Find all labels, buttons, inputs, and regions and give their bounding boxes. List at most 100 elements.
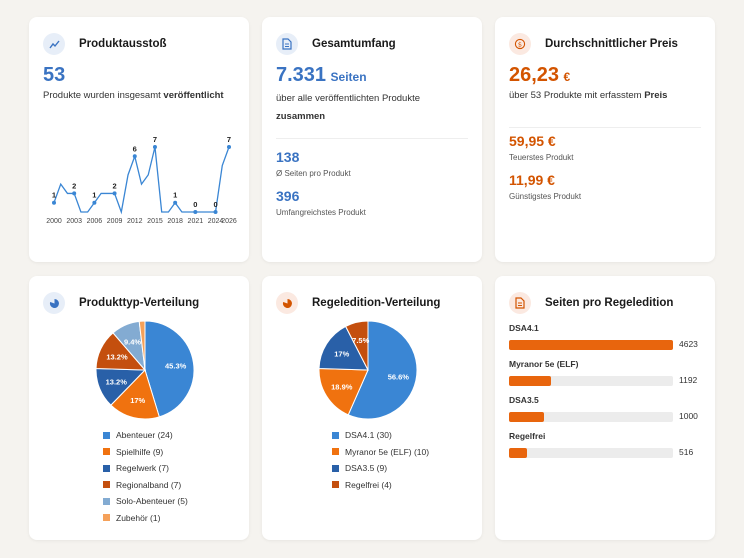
max-pages-label: Umfangreichstes Produkt <box>276 208 366 217</box>
legend-item[interactable]: Abenteuer (24) <box>103 427 188 444</box>
legend-swatch <box>103 497 110 505</box>
bar-category-label: DSA3.5 <box>509 395 539 405</box>
data-label: 2 <box>112 181 116 190</box>
card-header: $ Durchschnittlicher Preis <box>509 33 678 55</box>
line-point[interactable] <box>52 200 56 205</box>
pie-slice[interactable] <box>344 320 369 371</box>
line-point[interactable] <box>193 210 198 214</box>
bar-track <box>509 412 673 422</box>
x-tick-label: 2015 <box>147 218 163 225</box>
data-label: 7 <box>227 135 231 144</box>
line-point[interactable] <box>92 200 97 205</box>
pie-slice[interactable] <box>144 320 195 418</box>
product-type-legend: Abenteuer (24) Spielhilfe (9) Regelwerk … <box>103 427 188 526</box>
avg-pages-value: 138 <box>276 149 300 165</box>
output-description: Produkte wurden insgesamt veröffentlicht <box>43 90 224 101</box>
output-line-chart: 1 2 1 2 6 7 1 0 0 7 2000 2003 2006 2009 2012 2015 2018 20… <box>46 135 237 225</box>
pie-chart-icon <box>43 292 65 314</box>
pie-slice[interactable] <box>318 368 369 416</box>
legend-item[interactable]: Regelfrei (4) <box>332 477 429 494</box>
card-header: Produkttyp-Verteilung <box>43 292 199 314</box>
slice-label: 18.9% <box>331 383 353 392</box>
legend-swatch <box>103 464 110 472</box>
legend-item[interactable]: DSA4.1 (30) <box>332 427 429 444</box>
legend-swatch <box>332 431 339 439</box>
data-label: 6 <box>133 144 137 153</box>
line-chart-icon <box>43 33 65 55</box>
data-label: 2 <box>72 181 76 190</box>
line-point[interactable] <box>132 154 137 159</box>
x-tick-label: 2009 <box>107 218 123 225</box>
pie-slice[interactable] <box>318 325 369 371</box>
min-price-label: Günstigstes Produkt <box>509 192 582 201</box>
card-header: Gesamtumfang <box>276 33 396 55</box>
bar[interactable] <box>509 376 552 386</box>
bar-value-label: 4623 <box>679 339 698 349</box>
bar[interactable] <box>509 412 545 422</box>
max-pages-value: 396 <box>276 188 300 204</box>
data-label: 1 <box>92 191 96 200</box>
slice-label: 17% <box>130 396 145 405</box>
x-tick-label: 2021 <box>188 218 204 225</box>
x-tick-label: 2026 <box>221 218 237 225</box>
bar-track <box>509 448 673 458</box>
legend-swatch <box>332 481 339 489</box>
coin-icon: $ <box>509 33 531 55</box>
x-tick-label: 2006 <box>87 218 103 225</box>
card-product-type: Produkttyp-Verteilung 45.3% 17% 13.2% 13.2%… <box>29 276 249 540</box>
pie-slice[interactable] <box>347 320 418 420</box>
svg-text:$: $ <box>518 40 522 48</box>
document-icon <box>276 33 298 55</box>
line-point[interactable] <box>112 191 117 196</box>
line-point[interactable] <box>72 191 77 196</box>
card-header: Seiten pro Regeledition <box>509 292 673 314</box>
bar-track <box>509 376 673 386</box>
legend-item[interactable]: DSA3.5 (9) <box>332 460 429 477</box>
data-label: 1 <box>173 191 177 200</box>
bar-value-label: 1192 <box>679 375 698 385</box>
card-title: Durchschnittlicher Preis <box>545 38 678 50</box>
line-point[interactable] <box>213 210 218 214</box>
line-point[interactable] <box>152 145 157 149</box>
x-tick-label: 2012 <box>127 218 143 225</box>
slice-label: 17% <box>334 349 349 358</box>
legend-item[interactable]: Regionalband (7) <box>103 477 188 494</box>
x-tick-label: 2024 <box>208 218 224 225</box>
legend-item[interactable]: Spielhilfe (9) <box>103 444 188 461</box>
slice-label: 9.4% <box>124 338 141 347</box>
divider <box>276 138 468 139</box>
bar[interactable] <box>509 340 673 350</box>
document-icon <box>509 292 531 314</box>
data-label: 0 <box>193 200 197 209</box>
avg-pages-label: Ø Seiten pro Produkt <box>276 169 351 178</box>
legend-item[interactable]: Solo-Abenteuer (5) <box>103 493 188 510</box>
card-header: Regeledition-Verteilung <box>276 292 440 314</box>
legend-item[interactable]: Myranor 5e (ELF) (10) <box>332 444 429 461</box>
card-pages-per-edition: Seiten pro Regeledition DSA4.1 4623 Myrano… <box>495 276 715 540</box>
bar-track <box>509 340 673 350</box>
legend-item[interactable]: Regelwerk (7) <box>103 460 188 477</box>
max-price-label: Teuerstes Produkt <box>509 153 574 162</box>
card-header: Produktausstoß <box>43 33 167 55</box>
card-avg-price: $ Durchschnittlicher Preis 26,23 € über … <box>495 17 715 262</box>
max-price-value: 59,95 € <box>509 133 556 149</box>
line-point[interactable] <box>227 145 231 149</box>
divider <box>509 127 701 128</box>
avg-price: 26,23 € <box>509 64 571 86</box>
legend-swatch <box>103 481 110 489</box>
slice-label: 13.2% <box>106 378 128 387</box>
bar-category-label: Regelfrei <box>509 431 546 441</box>
card-edition: Regeledition-Verteilung 56.6% 18.9% 17% 7.5… <box>262 276 482 540</box>
pie-slice[interactable] <box>110 369 160 420</box>
pie-slice[interactable] <box>138 320 146 371</box>
x-tick-label: 2018 <box>167 218 183 225</box>
legend-swatch <box>103 431 110 439</box>
min-price-value: 11,99 € <box>509 172 555 188</box>
line-point[interactable] <box>173 200 178 205</box>
bar[interactable] <box>509 448 528 458</box>
data-label: 0 <box>213 200 217 209</box>
bar-value-label: 1000 <box>679 411 698 421</box>
slice-label: 56.6% <box>388 372 410 381</box>
legend-item[interactable]: Zubehör (1) <box>103 510 188 527</box>
price-description: über 53 Produkte mit erfasstem Preis <box>509 90 668 101</box>
